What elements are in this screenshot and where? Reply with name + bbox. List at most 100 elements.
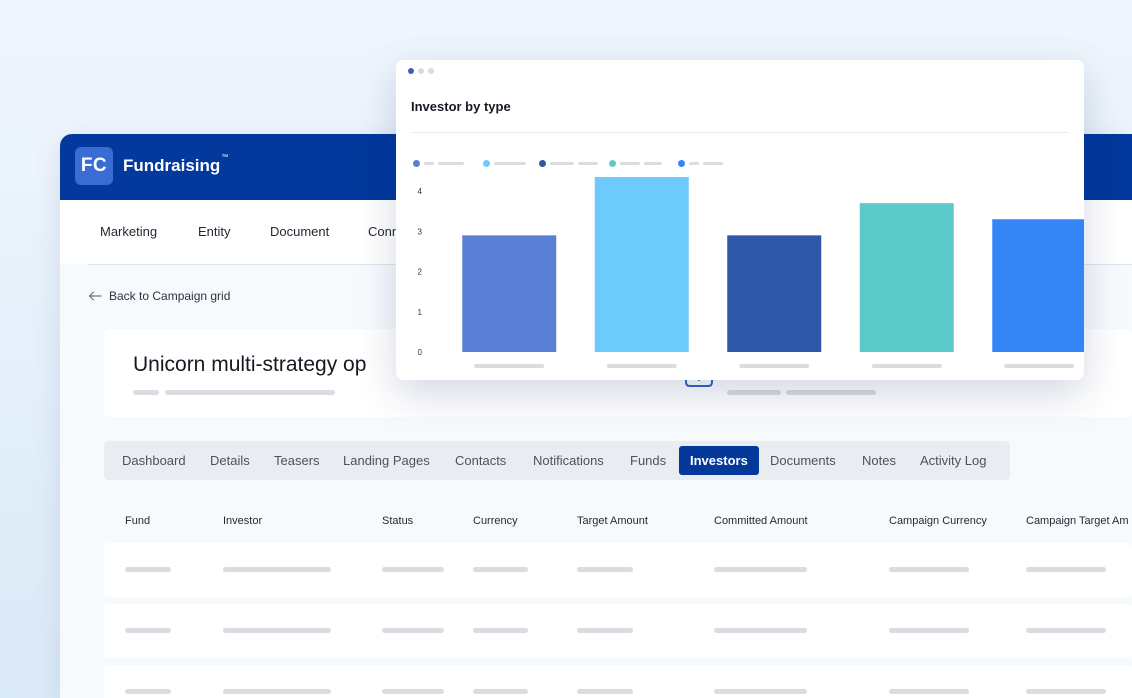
bar-2[interactable] [594, 177, 689, 352]
window-dot [418, 68, 424, 74]
column-header-target-amount[interactable]: Target Amount [577, 515, 648, 527]
cell-placeholder [1026, 567, 1106, 572]
legend-swatch [413, 159, 420, 167]
legend-label-placeholder [689, 161, 699, 165]
legend-label-placeholder [550, 161, 574, 165]
cell-placeholder [125, 567, 171, 572]
y-tick-label: 0 [418, 348, 423, 357]
cell-placeholder [577, 689, 633, 694]
tab-notifications[interactable]: Notifications [533, 453, 604, 468]
legend-item [609, 159, 662, 167]
legend-label-placeholder [578, 161, 598, 165]
window-dot [428, 68, 434, 74]
tab-details[interactable]: Details [210, 453, 250, 468]
chart-title: Investor by type [411, 99, 511, 114]
x-tick-label-placeholder [1004, 364, 1075, 368]
chart-title-divider [411, 132, 1068, 133]
tab-dashboard[interactable]: Dashboard [122, 453, 186, 468]
tab-investors[interactable]: Investors [679, 446, 759, 475]
app-title: Fundraising™ [123, 154, 229, 176]
tab-contacts[interactable]: Contacts [455, 453, 507, 468]
cell-placeholder [889, 567, 969, 572]
cell-placeholder [1026, 628, 1106, 633]
cell-placeholder [714, 689, 807, 694]
column-header-currency[interactable]: Currency [473, 515, 518, 527]
cell-placeholder [889, 689, 969, 694]
x-tick-label-placeholder [739, 364, 810, 368]
legend-item [678, 159, 723, 167]
tab-funds[interactable]: Funds [630, 453, 667, 468]
app-logo[interactable]: FC [75, 147, 113, 185]
menu-item-document[interactable]: Document [270, 224, 330, 239]
cell-placeholder [714, 567, 807, 572]
legend-swatch [609, 159, 616, 167]
cell-placeholder [382, 567, 444, 572]
y-tick-label: 2 [418, 268, 423, 277]
legend-item [539, 159, 598, 167]
column-header-campaign-target-amount[interactable]: Campaign Target Am [1026, 515, 1129, 527]
table-row[interactable] [104, 543, 1132, 597]
column-header-campaign-currency[interactable]: Campaign Currency [889, 515, 987, 527]
legend-label-placeholder [494, 161, 526, 165]
legend-label-placeholder [644, 161, 662, 165]
legend-swatch [678, 159, 685, 167]
legend-item [483, 159, 526, 167]
tab-landing-pages[interactable]: Landing Pages [343, 453, 430, 468]
y-tick-label: 1 [418, 308, 423, 317]
cell-placeholder [125, 628, 171, 633]
cell-placeholder [889, 628, 969, 633]
legend-label-placeholder [703, 161, 723, 165]
bar-1[interactable] [462, 235, 557, 352]
cell-placeholder [1026, 689, 1106, 694]
menu-item-connections[interactable]: Conn [368, 224, 400, 239]
bar-4[interactable] [859, 203, 954, 352]
column-header-investor[interactable]: Investor [223, 515, 263, 527]
bar-3[interactable] [727, 235, 822, 352]
column-header-fund[interactable]: Fund [125, 515, 151, 527]
campaign-meta-placeholder [786, 390, 876, 395]
window-dot-active [408, 68, 414, 74]
cell-placeholder [473, 567, 528, 572]
cell-placeholder [223, 628, 331, 633]
cell-placeholder [577, 567, 633, 572]
cell-placeholder [577, 628, 633, 633]
tab-teasers[interactable]: Teasers [274, 453, 320, 468]
y-tick-label: 3 [418, 227, 423, 236]
cell-placeholder [382, 628, 444, 633]
table-row[interactable] [104, 665, 1132, 698]
tab-notes[interactable]: Notes [862, 453, 896, 468]
menu-item-entity[interactable]: Entity [198, 224, 231, 239]
legend-item [413, 159, 464, 167]
bar-5[interactable] [992, 219, 1084, 352]
cell-placeholder [473, 628, 528, 633]
cell-placeholder [223, 689, 331, 694]
cell-placeholder [223, 567, 331, 572]
campaign-tabs: Dashboard Details Teasers Landing Pages … [104, 441, 1010, 480]
x-tick-label-placeholder [871, 364, 942, 368]
legend-swatch [483, 159, 490, 167]
bar-chart: 0 1 2 3 4 [418, 177, 1084, 368]
legend-label-placeholder [424, 161, 434, 165]
y-tick-label: 4 [418, 187, 423, 196]
campaign-title: Unicorn multi-strategy op [133, 353, 367, 376]
cell-placeholder [473, 689, 528, 694]
column-header-committed-amount[interactable]: Committed Amount [714, 515, 808, 527]
back-link-label: Back to Campaign grid [109, 289, 231, 303]
x-tick-label-placeholder [606, 364, 677, 368]
arrow-left-icon [88, 291, 102, 301]
trademark-mark: ™ [221, 154, 229, 161]
table-row[interactable] [104, 604, 1132, 658]
app-title-text: Fundraising [123, 156, 221, 175]
menu-item-marketing[interactable]: Marketing [100, 224, 158, 239]
campaign-meta-placeholder [727, 390, 781, 395]
cell-placeholder [382, 689, 444, 694]
legend-swatch [539, 159, 546, 167]
tab-documents[interactable]: Documents [770, 453, 836, 468]
campaign-meta-placeholder [133, 390, 159, 395]
column-header-status[interactable]: Status [382, 515, 414, 527]
x-tick-label-placeholder [474, 364, 545, 368]
tab-activity-log[interactable]: Activity Log [920, 453, 987, 468]
cell-placeholder [714, 628, 807, 633]
back-to-campaign-grid-link[interactable]: Back to Campaign grid [88, 289, 230, 303]
campaign-meta-placeholder [165, 390, 335, 395]
